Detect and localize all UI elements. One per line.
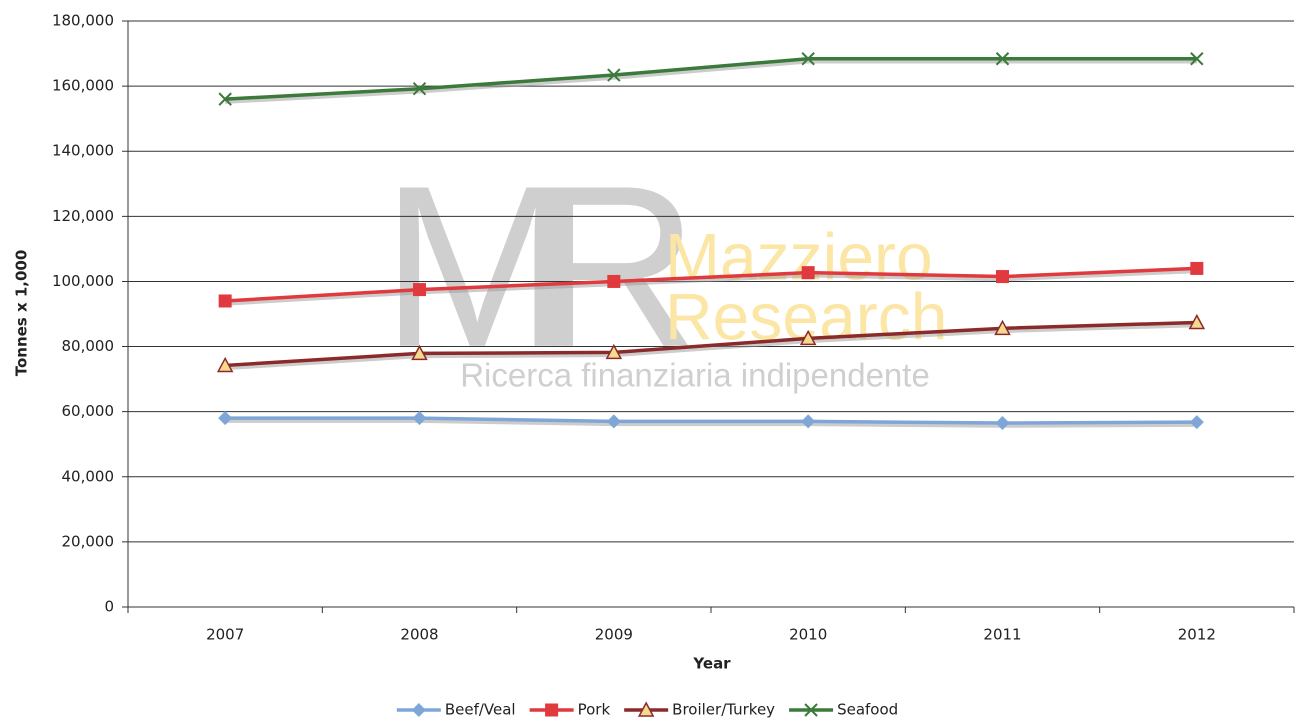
marker: [801, 414, 816, 429]
marker: [804, 703, 818, 717]
marker: [411, 703, 426, 717]
line-shadow: [225, 269, 1197, 306]
series-line: [225, 57, 1197, 101]
line-shadow: [225, 419, 1197, 428]
marker: [995, 416, 1010, 431]
y-tick-label: 60,000: [62, 402, 115, 420]
marker: [637, 701, 655, 717]
watermark-tagline: Ricerca finanziaria indipendente: [460, 357, 930, 394]
y-tick-label: 0: [104, 598, 114, 616]
marker: [413, 283, 426, 297]
x-tick-label: 2009: [595, 626, 633, 644]
x-tick-label: 2012: [1178, 626, 1216, 644]
marker: [1190, 261, 1204, 275]
legend-item: Broiler/Turkey: [624, 701, 775, 719]
marker: [1189, 415, 1204, 430]
marker: [412, 82, 427, 96]
marker: [411, 344, 428, 361]
series: [218, 411, 1204, 431]
marker: [218, 92, 232, 106]
marker: [1188, 313, 1206, 330]
legend-item: Beef/Veal: [396, 701, 516, 719]
marker: [216, 356, 234, 373]
legend-label: Seafood: [837, 701, 898, 719]
series-line: [225, 416, 1197, 425]
marker: [545, 703, 559, 717]
marker: [607, 68, 621, 82]
marker: [607, 274, 621, 288]
series-line: [225, 266, 1197, 303]
marker: [606, 414, 621, 429]
y-tick-label: 180,000: [52, 12, 114, 30]
legend-label: Beef/Veal: [445, 701, 516, 719]
legend-item: Seafood: [789, 701, 898, 719]
legend-item: Pork: [529, 701, 611, 719]
line-shadow: [225, 60, 1197, 104]
x-tick-label: 2007: [206, 626, 244, 644]
marker: [996, 270, 1009, 284]
marker: [605, 343, 623, 360]
y-axis-label: Tonnes x 1,000: [13, 250, 31, 377]
x-axis-label: Year: [692, 655, 731, 673]
x-tick-label: 2010: [789, 626, 827, 644]
line-shadow: [225, 323, 1197, 371]
y-tick-label: 100,000: [52, 272, 114, 290]
y-tick-label: 120,000: [52, 207, 114, 225]
legend: Beef/Veal Pork Broiler/Turkey Seafood: [396, 701, 898, 719]
marker: [799, 329, 817, 346]
marker: [218, 294, 232, 308]
marker: [801, 52, 815, 66]
y-tick-label: 20,000: [62, 532, 115, 550]
marker: [994, 319, 1011, 336]
y-tick-label: 80,000: [62, 337, 115, 355]
y-tick-label: 40,000: [62, 467, 115, 485]
legend-label: Pork: [578, 701, 611, 719]
marker: [412, 411, 427, 426]
marker: [801, 266, 815, 280]
marker: [1190, 52, 1204, 66]
series-line: [225, 320, 1197, 368]
legend-label: Broiler/Turkey: [672, 701, 775, 719]
y-tick-label: 140,000: [52, 142, 114, 160]
x-tick-label: 2011: [983, 626, 1021, 644]
marker: [218, 411, 233, 426]
series: [218, 261, 1204, 308]
marker: [995, 52, 1010, 66]
x-tick-label: 2008: [400, 626, 438, 644]
series: [218, 52, 1204, 106]
series: [216, 313, 1206, 373]
y-tick-label: 160,000: [52, 77, 114, 95]
